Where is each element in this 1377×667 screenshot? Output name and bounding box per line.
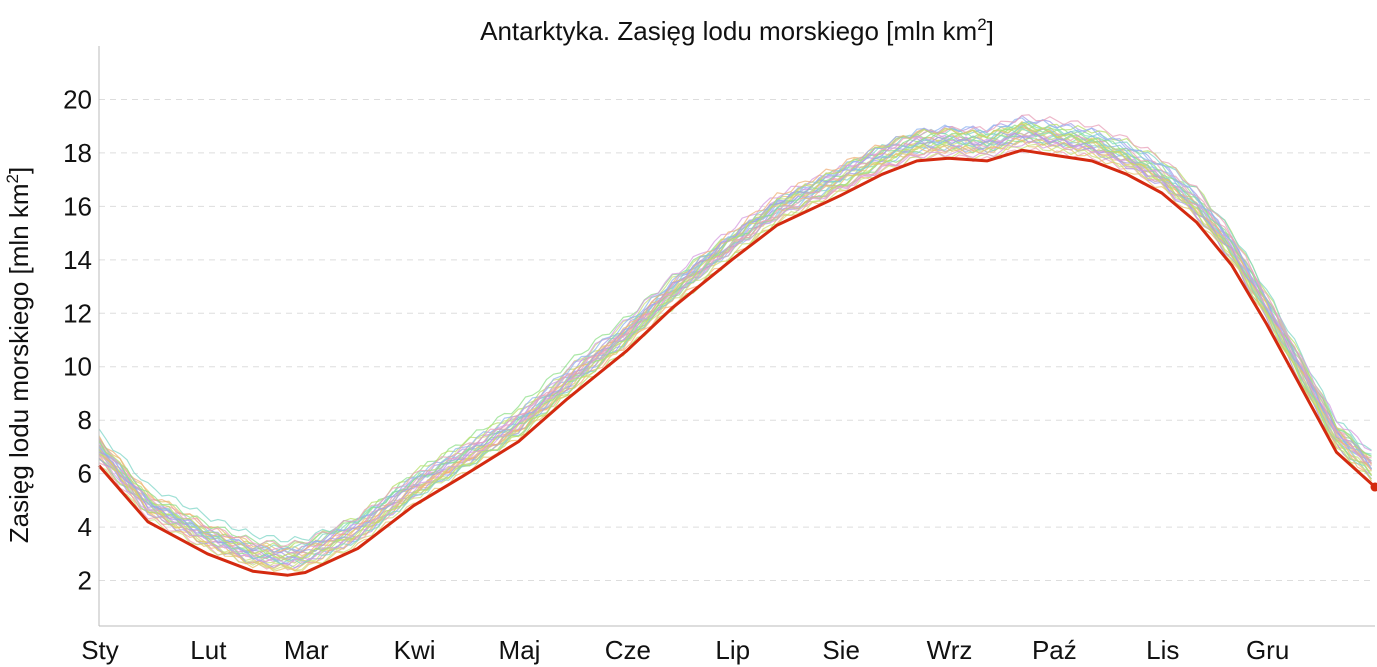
historical-year-line bbox=[98, 143, 1372, 570]
y-tick-label: 4 bbox=[78, 512, 92, 542]
x-tick-label: Gru bbox=[1246, 635, 1289, 665]
chart-title-superscript: 2 bbox=[977, 15, 986, 34]
chart-title: Antarktyka. Zasięg lodu morskiego [mln k… bbox=[480, 15, 994, 46]
x-tick-label: Cze bbox=[605, 635, 651, 665]
x-tick-label: Kwi bbox=[394, 635, 436, 665]
historical-year-line bbox=[98, 137, 1372, 572]
y-tick-label: 10 bbox=[63, 352, 92, 382]
historical-year-line bbox=[98, 132, 1372, 559]
x-tick-label: Mar bbox=[284, 635, 329, 665]
x-tick-label: Lut bbox=[190, 635, 227, 665]
historical-year-line bbox=[98, 147, 1372, 571]
x-tick-label: Lis bbox=[1146, 635, 1179, 665]
y-tick-label: 12 bbox=[63, 298, 92, 328]
historical-year-line bbox=[98, 136, 1372, 569]
historical-year-line bbox=[98, 127, 1372, 565]
chart-title-end: ] bbox=[987, 16, 994, 46]
historical-year-line bbox=[98, 131, 1372, 561]
x-tick-label: Sie bbox=[822, 635, 860, 665]
series-line-current-year bbox=[97, 148, 1377, 577]
axes bbox=[98, 46, 1375, 627]
y-tick-label: 6 bbox=[78, 459, 92, 489]
chart-title-main: Antarktyka. Zasięg lodu morskiego [mln k… bbox=[480, 16, 977, 46]
x-tick-label: Lip bbox=[715, 635, 750, 665]
y-tick-labels: 2 4 6 8 10 12 14 16 18 20 bbox=[63, 84, 92, 595]
historical-year-line bbox=[98, 140, 1372, 566]
historical-year-line bbox=[98, 123, 1372, 548]
data-series bbox=[97, 148, 1377, 577]
historical-year-line bbox=[98, 114, 1372, 548]
historical-year-line bbox=[98, 139, 1373, 573]
y-axis-label-main: Zasięg lodu morskiego [mln km bbox=[4, 183, 34, 543]
historical-year-line bbox=[98, 137, 1372, 562]
y-axis-label-superscript: 2 bbox=[3, 174, 22, 183]
x-tick-labels: Sty Lut Mar Kwi Maj Cze Lip Sie Wrz Paź Lis Gru bbox=[81, 635, 1289, 665]
y-axis-label-end: ] bbox=[4, 167, 34, 174]
y-tick-label: 2 bbox=[78, 566, 92, 596]
gridlines bbox=[99, 98, 1375, 582]
x-tick-label: Maj bbox=[499, 635, 541, 665]
x-tick-label: Sty bbox=[81, 635, 119, 665]
y-axis-label: Zasięg lodu morskiego [mln km2] bbox=[3, 167, 34, 544]
y-tick-label: 8 bbox=[78, 405, 92, 435]
y-tick-label: 16 bbox=[63, 191, 92, 221]
x-tick-label: Paź bbox=[1032, 635, 1077, 665]
y-tick-label: 20 bbox=[63, 84, 92, 114]
historical-year-line bbox=[98, 122, 1373, 560]
y-tick-label: 18 bbox=[63, 138, 92, 168]
x-tick-label: Wrz bbox=[927, 635, 973, 665]
historical-years-lines bbox=[98, 114, 1373, 573]
y-tick-label: 14 bbox=[63, 245, 92, 275]
series-last-point bbox=[1370, 482, 1377, 492]
historical-year-line bbox=[98, 117, 1373, 554]
